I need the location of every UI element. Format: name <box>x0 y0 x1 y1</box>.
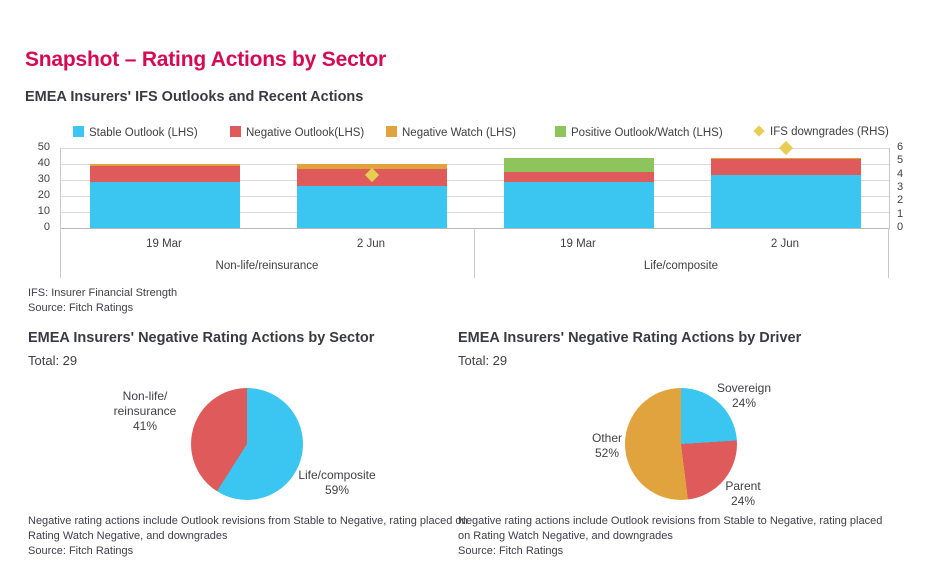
gridline <box>61 196 889 197</box>
group-label: Life/composite <box>643 260 719 272</box>
legend-label-downgrades: IFS downgrades (RHS) <box>770 126 889 138</box>
gridline <box>61 164 889 165</box>
ifs-downgrade-marker-icon <box>778 140 794 156</box>
positive-outlook-swatch-icon <box>555 126 566 137</box>
category-label: 19 Mar <box>146 238 182 250</box>
driver-pie-label-parent: Parent 24% <box>703 479 783 509</box>
sector-note-line1: Negative rating actions include Outlook … <box>28 515 468 527</box>
gridline <box>61 212 889 213</box>
bar-chart-title: EMEA Insurers' IFS Outlooks and Recent A… <box>25 89 364 105</box>
bar-segment <box>711 159 861 176</box>
nonlife-label-line1: Non-life/ <box>122 389 168 403</box>
driver-pie-source: Source: Fitch Ratings <box>458 545 564 557</box>
driver-pie-chart <box>625 388 737 500</box>
right-axis-tick: 5 <box>897 154 904 167</box>
legend-label-positive: Positive Outlook/Watch (LHS) <box>571 127 723 139</box>
sector-pie-footnote: Negative rating actions include Outlook … <box>28 514 468 559</box>
legend-label-negative: Negative Outlook(LHS) <box>246 127 365 139</box>
axis-divider <box>474 228 475 278</box>
legend-item-stable: Stable Outlook (LHS) <box>73 126 198 140</box>
category-label: 2 Jun <box>770 238 800 250</box>
driver-pie-label-other: Other 52% <box>577 431 637 461</box>
driver-note-line2: on Rating Watch Negative, and downgrades <box>458 530 673 542</box>
sovereign-label: Sovereign <box>716 381 772 395</box>
legend-item-downgrades: IFS downgrades (RHS) <box>753 125 889 140</box>
axis-divider <box>60 228 61 278</box>
sector-pie-title: EMEA Insurers' Negative Rating Actions b… <box>28 330 375 346</box>
nonlife-pct: 41% <box>132 419 158 433</box>
sector-pie-label-nonlife: Non-life/ reinsurance 41% <box>100 389 190 434</box>
bar-segment <box>504 181 654 228</box>
driver-pie-total: Total: 29 <box>458 353 508 368</box>
sector-pie-source: Source: Fitch Ratings <box>28 545 134 557</box>
legend-item-watch: Negative Watch (LHS) <box>386 126 516 140</box>
page-title: Snapshot – Rating Actions by Sector <box>25 48 386 71</box>
bar-segment <box>90 164 240 166</box>
sector-note-line2: Rating Watch Negative, and downgrades <box>28 530 228 542</box>
right-axis-tick: 3 <box>897 181 904 193</box>
right-axis-tick: 0 <box>897 221 904 233</box>
nonlife-label-line2: reinsurance <box>113 404 177 418</box>
bar-segment <box>90 165 240 182</box>
bar-chart-footnote: IFS: Insurer Financial Strength Source: … <box>28 286 177 316</box>
negative-watch-swatch-icon <box>386 126 397 137</box>
life-label: Life/composite <box>298 468 376 482</box>
category-label: 2 Jun <box>356 238 386 250</box>
bar-segment <box>504 157 654 172</box>
bar-segment <box>504 172 654 182</box>
group-label: Non-life/reinsurance <box>215 260 319 272</box>
sector-pie-total: Total: 29 <box>28 353 78 368</box>
left-axis-tick: 10 <box>37 205 50 217</box>
axis-divider <box>888 228 889 278</box>
stable-outlook-swatch-icon <box>73 126 84 137</box>
negative-outlook-swatch-icon <box>230 126 241 137</box>
bar-chart-source: Source: Fitch Ratings <box>28 302 134 314</box>
right-axis-tick: 1 <box>897 207 904 220</box>
left-axis-tick: 30 <box>37 173 50 185</box>
gridline <box>61 148 889 149</box>
right-axis-tick: 2 <box>897 194 904 207</box>
driver-pie-title: EMEA Insurers' Negative Rating Actions b… <box>458 330 802 346</box>
parent-pct: 24% <box>730 494 756 508</box>
other-pct: 52% <box>594 446 620 460</box>
parent-label: Parent <box>725 479 761 493</box>
driver-note-line1: Negative rating actions include Outlook … <box>458 515 883 527</box>
legend-item-negative: Negative Outlook(LHS) <box>230 126 364 140</box>
sector-pie-chart <box>191 388 303 500</box>
legend-label-watch: Negative Watch (LHS) <box>402 127 516 139</box>
bar-plot-area <box>60 140 890 229</box>
driver-pie-label-sovereign: Sovereign 24% <box>699 381 789 411</box>
legend-item-positive: Positive Outlook/Watch (LHS) <box>555 126 723 140</box>
left-axis-tick: 0 <box>43 221 50 233</box>
bar-segment <box>90 181 240 228</box>
bar-segment <box>297 164 447 169</box>
bar-segment <box>711 157 861 160</box>
life-pct: 59% <box>324 483 350 497</box>
left-axis-tick: 50 <box>37 141 50 153</box>
driver-pie-footnote: Negative rating actions include Outlook … <box>458 514 882 559</box>
bar-segment <box>297 186 447 228</box>
bar-segment <box>711 175 861 228</box>
category-label: 19 Mar <box>560 238 596 250</box>
ifs-downgrades-diamond-icon <box>753 125 765 137</box>
gridline <box>61 180 889 181</box>
sovereign-pct: 24% <box>731 396 757 410</box>
left-axis-tick: 40 <box>37 157 50 169</box>
legend-label-stable: Stable Outlook (LHS) <box>89 127 198 139</box>
other-label: Other <box>591 431 622 445</box>
sector-pie-label-life: Life/composite 59% <box>282 468 392 498</box>
ifs-definition-note: IFS: Insurer Financial Strength <box>28 287 178 299</box>
right-axis-tick: 6 <box>897 141 904 153</box>
left-axis-tick: 20 <box>37 189 50 201</box>
right-axis-tick: 4 <box>897 167 904 180</box>
